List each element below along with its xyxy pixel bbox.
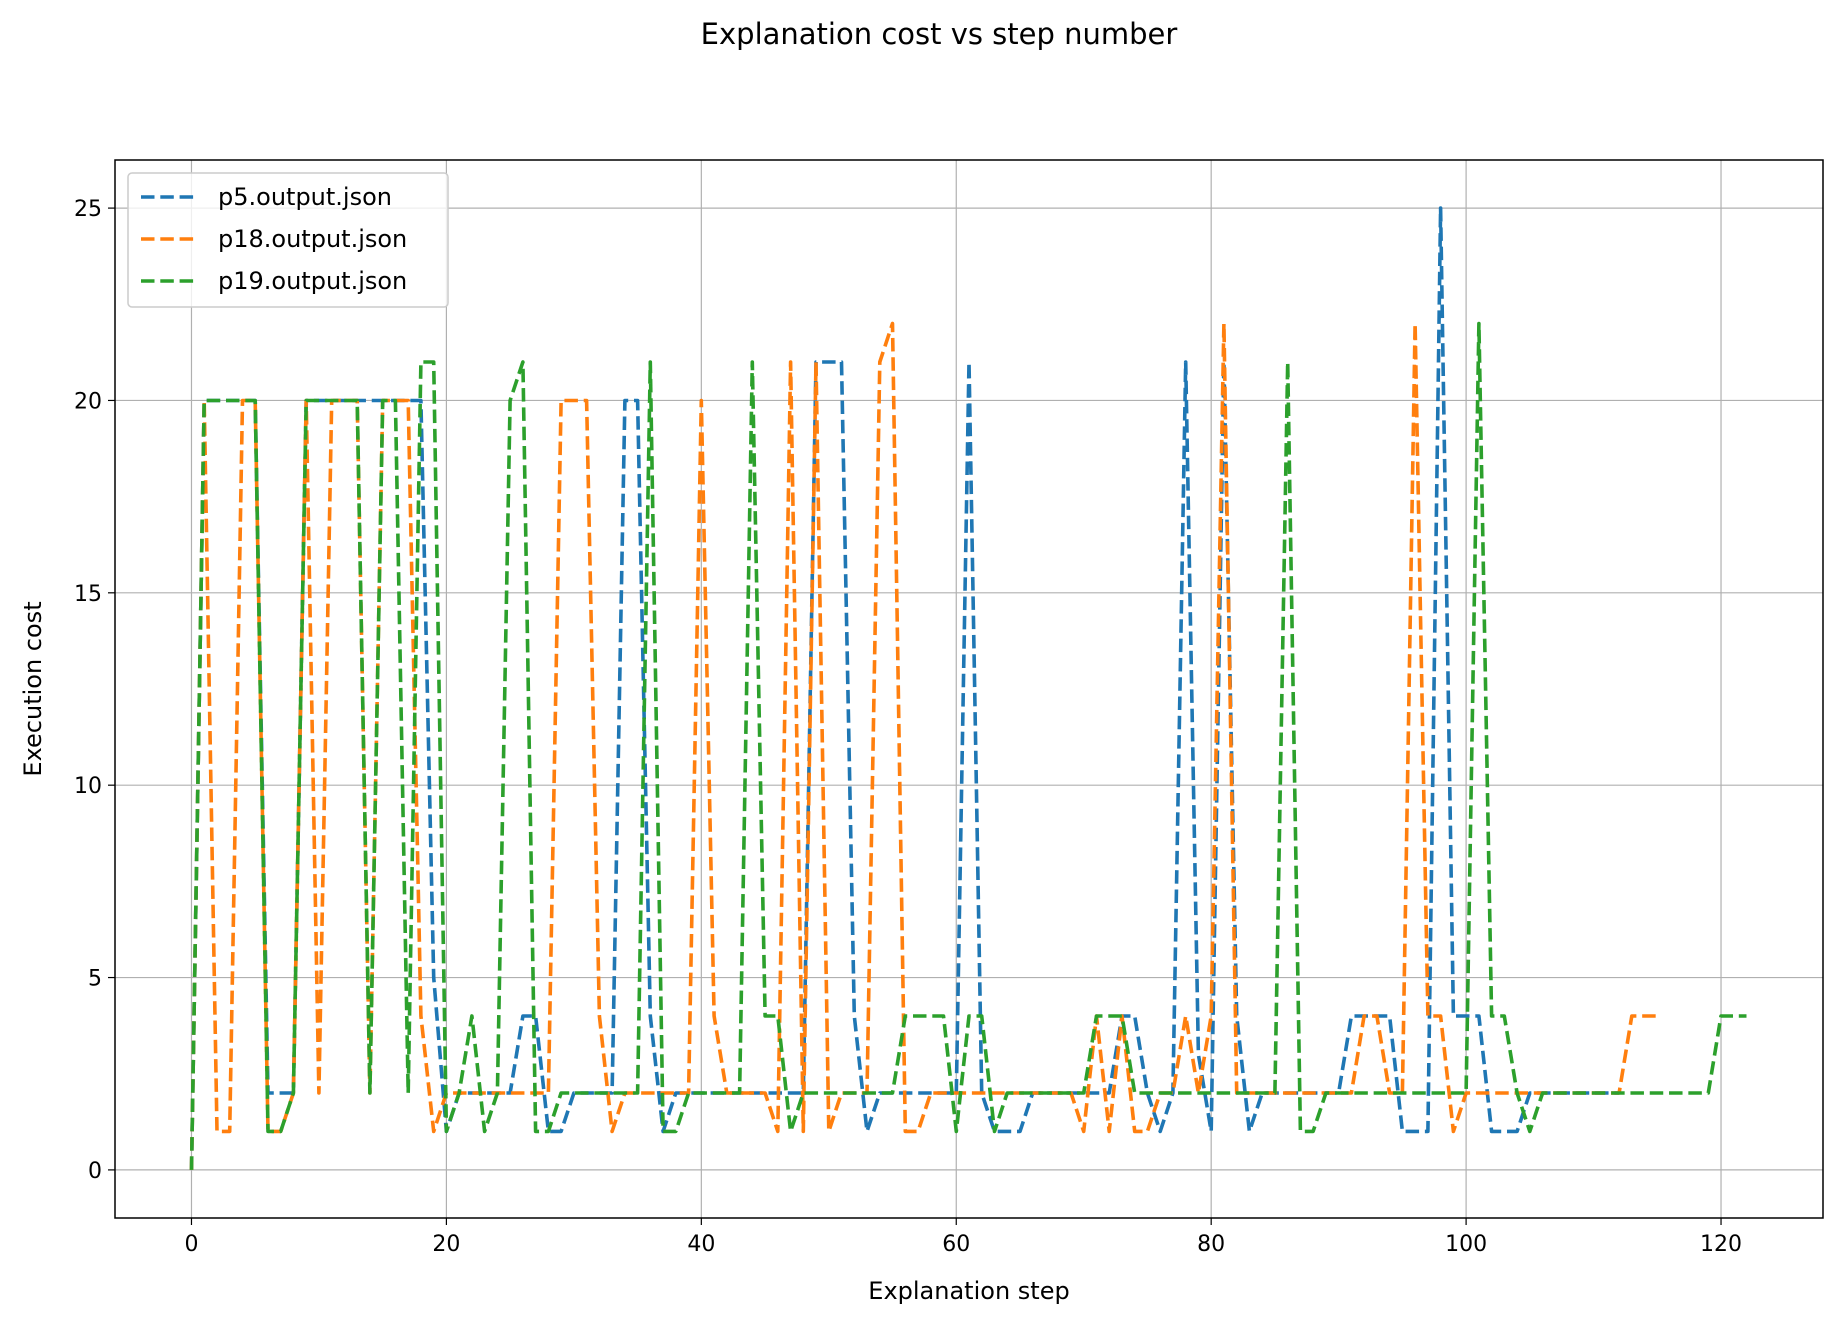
grid [115,160,1823,1218]
series-layer [189,206,1747,1170]
legend-box [127,172,449,308]
y-tick-label: 10 [74,774,102,799]
axis-ticks: 0 20 40 60 80 100 120 0 5 10 15 20 25 [74,197,1742,1257]
legend-label-2: p18.output.json [218,225,407,253]
y-axis-label: Execution cost [19,601,47,776]
x-tick-label: 100 [1445,1232,1487,1257]
series-line-2 [189,321,1658,1170]
x-tick-label: 20 [432,1232,460,1257]
y-tick-label: 25 [74,197,102,222]
legend: p5.output.json p18.output.json p19.output.… [127,172,449,308]
x-tick-label: 80 [1197,1232,1225,1257]
x-tick-label: 40 [687,1232,715,1257]
chart-title: Explanation cost vs step number [701,17,1178,51]
y-tick-label: 0 [88,1159,102,1184]
series-line-3 [189,321,1747,1170]
x-tick-label: 120 [1700,1232,1742,1257]
y-tick-label: 5 [88,967,102,992]
x-tick-label: 60 [942,1232,970,1257]
legend-label-3: p19.output.json [218,267,407,295]
y-tick-label: 15 [74,582,102,607]
y-tick-label: 20 [74,389,102,414]
x-tick-label: 0 [184,1232,198,1257]
plot-frame [114,159,1824,1219]
legend-label-1: p5.output.json [218,183,392,211]
legend-items: p5.output.json p18.output.json p19.output.… [141,183,407,295]
x-axis-label: Explanation step [868,1277,1069,1305]
